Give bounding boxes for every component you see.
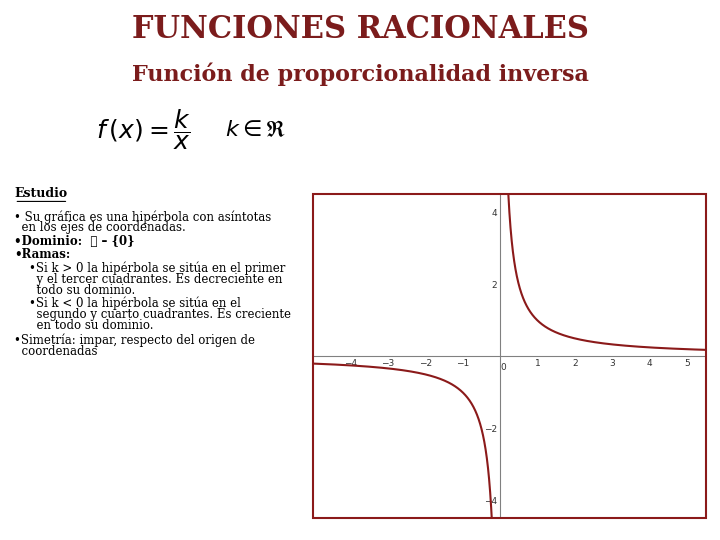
Text: Función de proporcionalidad inversa: Función de proporcionalidad inversa [132,62,588,86]
Text: $f\,(x)=\dfrac{k}{x}$: $f\,(x)=\dfrac{k}{x}$ [96,107,192,152]
Text: • Su gráfica es una hipérbola con asíntotas: • Su gráfica es una hipérbola con asínto… [14,211,271,224]
Text: en los ejes de coordenadas.: en los ejes de coordenadas. [14,221,186,234]
Text: FUNCIONES RACIONALES: FUNCIONES RACIONALES [132,14,588,44]
Text: $k \in \mathfrak{R}$: $k \in \mathfrak{R}$ [225,119,287,140]
Text: 0: 0 [500,363,506,372]
Text: coordenadas: coordenadas [14,345,98,357]
Text: y el tercer cuadrantes. Es decreciente en: y el tercer cuadrantes. Es decreciente e… [14,273,283,286]
Bar [313,194,706,518]
Text: •Si k < 0 la hipérbola se sitúa en el: •Si k < 0 la hipérbola se sitúa en el [14,297,241,310]
Text: •Ramas:: •Ramas: [14,248,71,261]
Text: •Dominio:  ℝ – {0}: •Dominio: ℝ – {0} [14,235,135,248]
Text: •Si k > 0 la hipérbola se sitúa en el primer: •Si k > 0 la hipérbola se sitúa en el pr… [14,262,286,275]
Text: segundo y cuarto cuadrantes. Es creciente: segundo y cuarto cuadrantes. Es crecient… [14,308,292,321]
Text: •Simetría: impar, respecto del origen de: •Simetría: impar, respecto del origen de [14,333,256,347]
Text: Estudio: Estudio [14,187,68,200]
Text: todo su dominio.: todo su dominio. [14,284,135,296]
Text: en todo su dominio.: en todo su dominio. [14,319,154,332]
